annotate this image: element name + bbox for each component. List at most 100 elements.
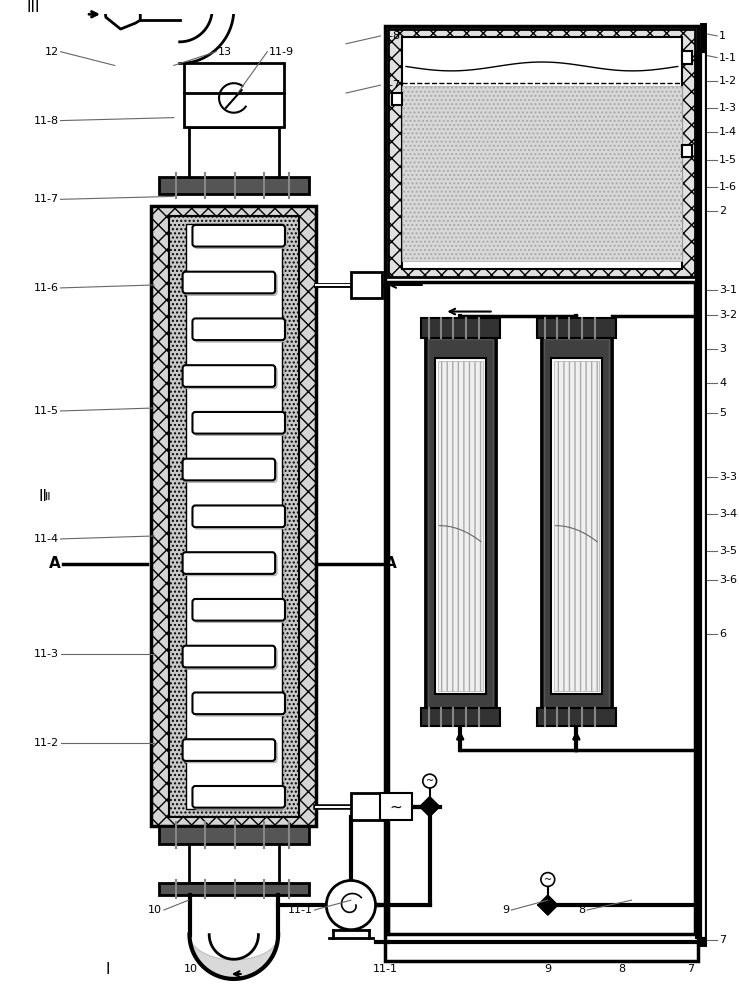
Bar — [386, 26, 698, 961]
Bar — [541, 336, 612, 710]
Bar — [681, 51, 692, 64]
Text: 9: 9 — [544, 964, 551, 974]
Bar — [544, 339, 609, 707]
Bar — [537, 318, 616, 338]
Text: 7: 7 — [719, 935, 726, 945]
FancyBboxPatch shape — [194, 694, 287, 716]
Text: 1-3: 1-3 — [719, 103, 737, 113]
Bar — [425, 336, 496, 710]
Bar — [185, 224, 282, 809]
Text: 3-2: 3-2 — [719, 310, 738, 320]
Circle shape — [327, 880, 375, 930]
Text: 11-8: 11-8 — [33, 116, 58, 126]
Bar — [402, 37, 681, 269]
Text: ~: ~ — [390, 799, 403, 814]
Bar — [437, 361, 483, 691]
Text: 1-1: 1-1 — [719, 53, 737, 63]
FancyBboxPatch shape — [185, 274, 277, 295]
Text: 1-2: 1-2 — [719, 76, 738, 86]
Text: 12: 12 — [44, 47, 58, 57]
FancyBboxPatch shape — [194, 601, 287, 623]
FancyBboxPatch shape — [183, 552, 275, 574]
Text: 1-4: 1-4 — [719, 127, 738, 137]
Text: II: II — [38, 489, 47, 504]
Polygon shape — [103, 0, 140, 29]
Text: 11-5: 11-5 — [33, 406, 58, 416]
Bar — [551, 358, 602, 694]
Text: ~: ~ — [544, 875, 552, 885]
FancyBboxPatch shape — [183, 646, 275, 667]
Bar — [351, 272, 383, 298]
Text: 11-9: 11-9 — [269, 47, 294, 57]
Circle shape — [541, 873, 555, 886]
Text: 11-4: 11-4 — [33, 534, 58, 544]
FancyBboxPatch shape — [192, 692, 285, 714]
Bar — [381, 793, 412, 820]
FancyBboxPatch shape — [194, 320, 287, 342]
Bar — [428, 339, 493, 707]
Text: 3-6: 3-6 — [719, 575, 737, 585]
Text: ~: ~ — [426, 776, 434, 786]
Text: 13: 13 — [218, 47, 232, 57]
Text: II: II — [45, 492, 51, 502]
Circle shape — [423, 774, 437, 788]
Text: 8: 8 — [578, 905, 585, 915]
Bar — [388, 282, 695, 934]
Text: 11-1: 11-1 — [373, 964, 398, 974]
Text: 4: 4 — [719, 378, 726, 388]
Text: A: A — [49, 556, 61, 571]
FancyBboxPatch shape — [185, 367, 277, 389]
Text: I: I — [106, 962, 110, 977]
Bar — [681, 145, 692, 157]
Bar — [554, 361, 599, 691]
Bar — [159, 883, 309, 895]
Bar — [388, 29, 695, 277]
Text: 1: 1 — [719, 31, 726, 41]
Text: 11-7: 11-7 — [33, 194, 58, 204]
Polygon shape — [538, 895, 558, 915]
Text: 11-1: 11-1 — [287, 905, 313, 915]
Bar — [537, 708, 616, 726]
Bar — [420, 318, 500, 338]
Text: 9: 9 — [503, 905, 509, 915]
FancyBboxPatch shape — [185, 741, 277, 763]
Text: 11-3: 11-3 — [33, 649, 58, 659]
FancyBboxPatch shape — [194, 227, 287, 249]
Bar — [435, 358, 486, 694]
FancyBboxPatch shape — [185, 461, 277, 482]
Text: III: III — [27, 0, 40, 15]
FancyBboxPatch shape — [194, 788, 287, 810]
Bar — [168, 216, 299, 817]
Bar — [151, 206, 316, 826]
Polygon shape — [420, 797, 440, 817]
Text: 11-6: 11-6 — [33, 283, 58, 293]
Text: 5: 5 — [719, 408, 726, 418]
FancyBboxPatch shape — [192, 318, 285, 340]
FancyBboxPatch shape — [192, 505, 285, 527]
Text: 1-6: 1-6 — [719, 182, 737, 192]
FancyBboxPatch shape — [192, 225, 285, 247]
FancyBboxPatch shape — [194, 414, 287, 436]
FancyBboxPatch shape — [185, 648, 277, 669]
Text: 6: 6 — [719, 629, 726, 639]
FancyBboxPatch shape — [185, 554, 277, 576]
Text: 2: 2 — [719, 206, 726, 216]
Text: 8: 8 — [618, 964, 625, 974]
Text: 10: 10 — [183, 964, 197, 974]
FancyBboxPatch shape — [183, 365, 275, 387]
Bar — [188, 844, 279, 883]
Text: 11-2: 11-2 — [33, 738, 58, 748]
Text: 1-7: 1-7 — [383, 80, 401, 90]
Bar — [420, 708, 500, 726]
FancyBboxPatch shape — [192, 412, 285, 434]
Text: 7: 7 — [687, 964, 694, 974]
Text: 1-8: 1-8 — [383, 31, 401, 41]
Text: 3: 3 — [719, 344, 726, 354]
Polygon shape — [209, 895, 259, 959]
FancyBboxPatch shape — [194, 507, 287, 529]
FancyBboxPatch shape — [183, 272, 275, 293]
Bar — [351, 793, 386, 820]
FancyBboxPatch shape — [192, 599, 285, 621]
Text: 3-4: 3-4 — [719, 509, 738, 519]
Bar — [188, 127, 279, 177]
